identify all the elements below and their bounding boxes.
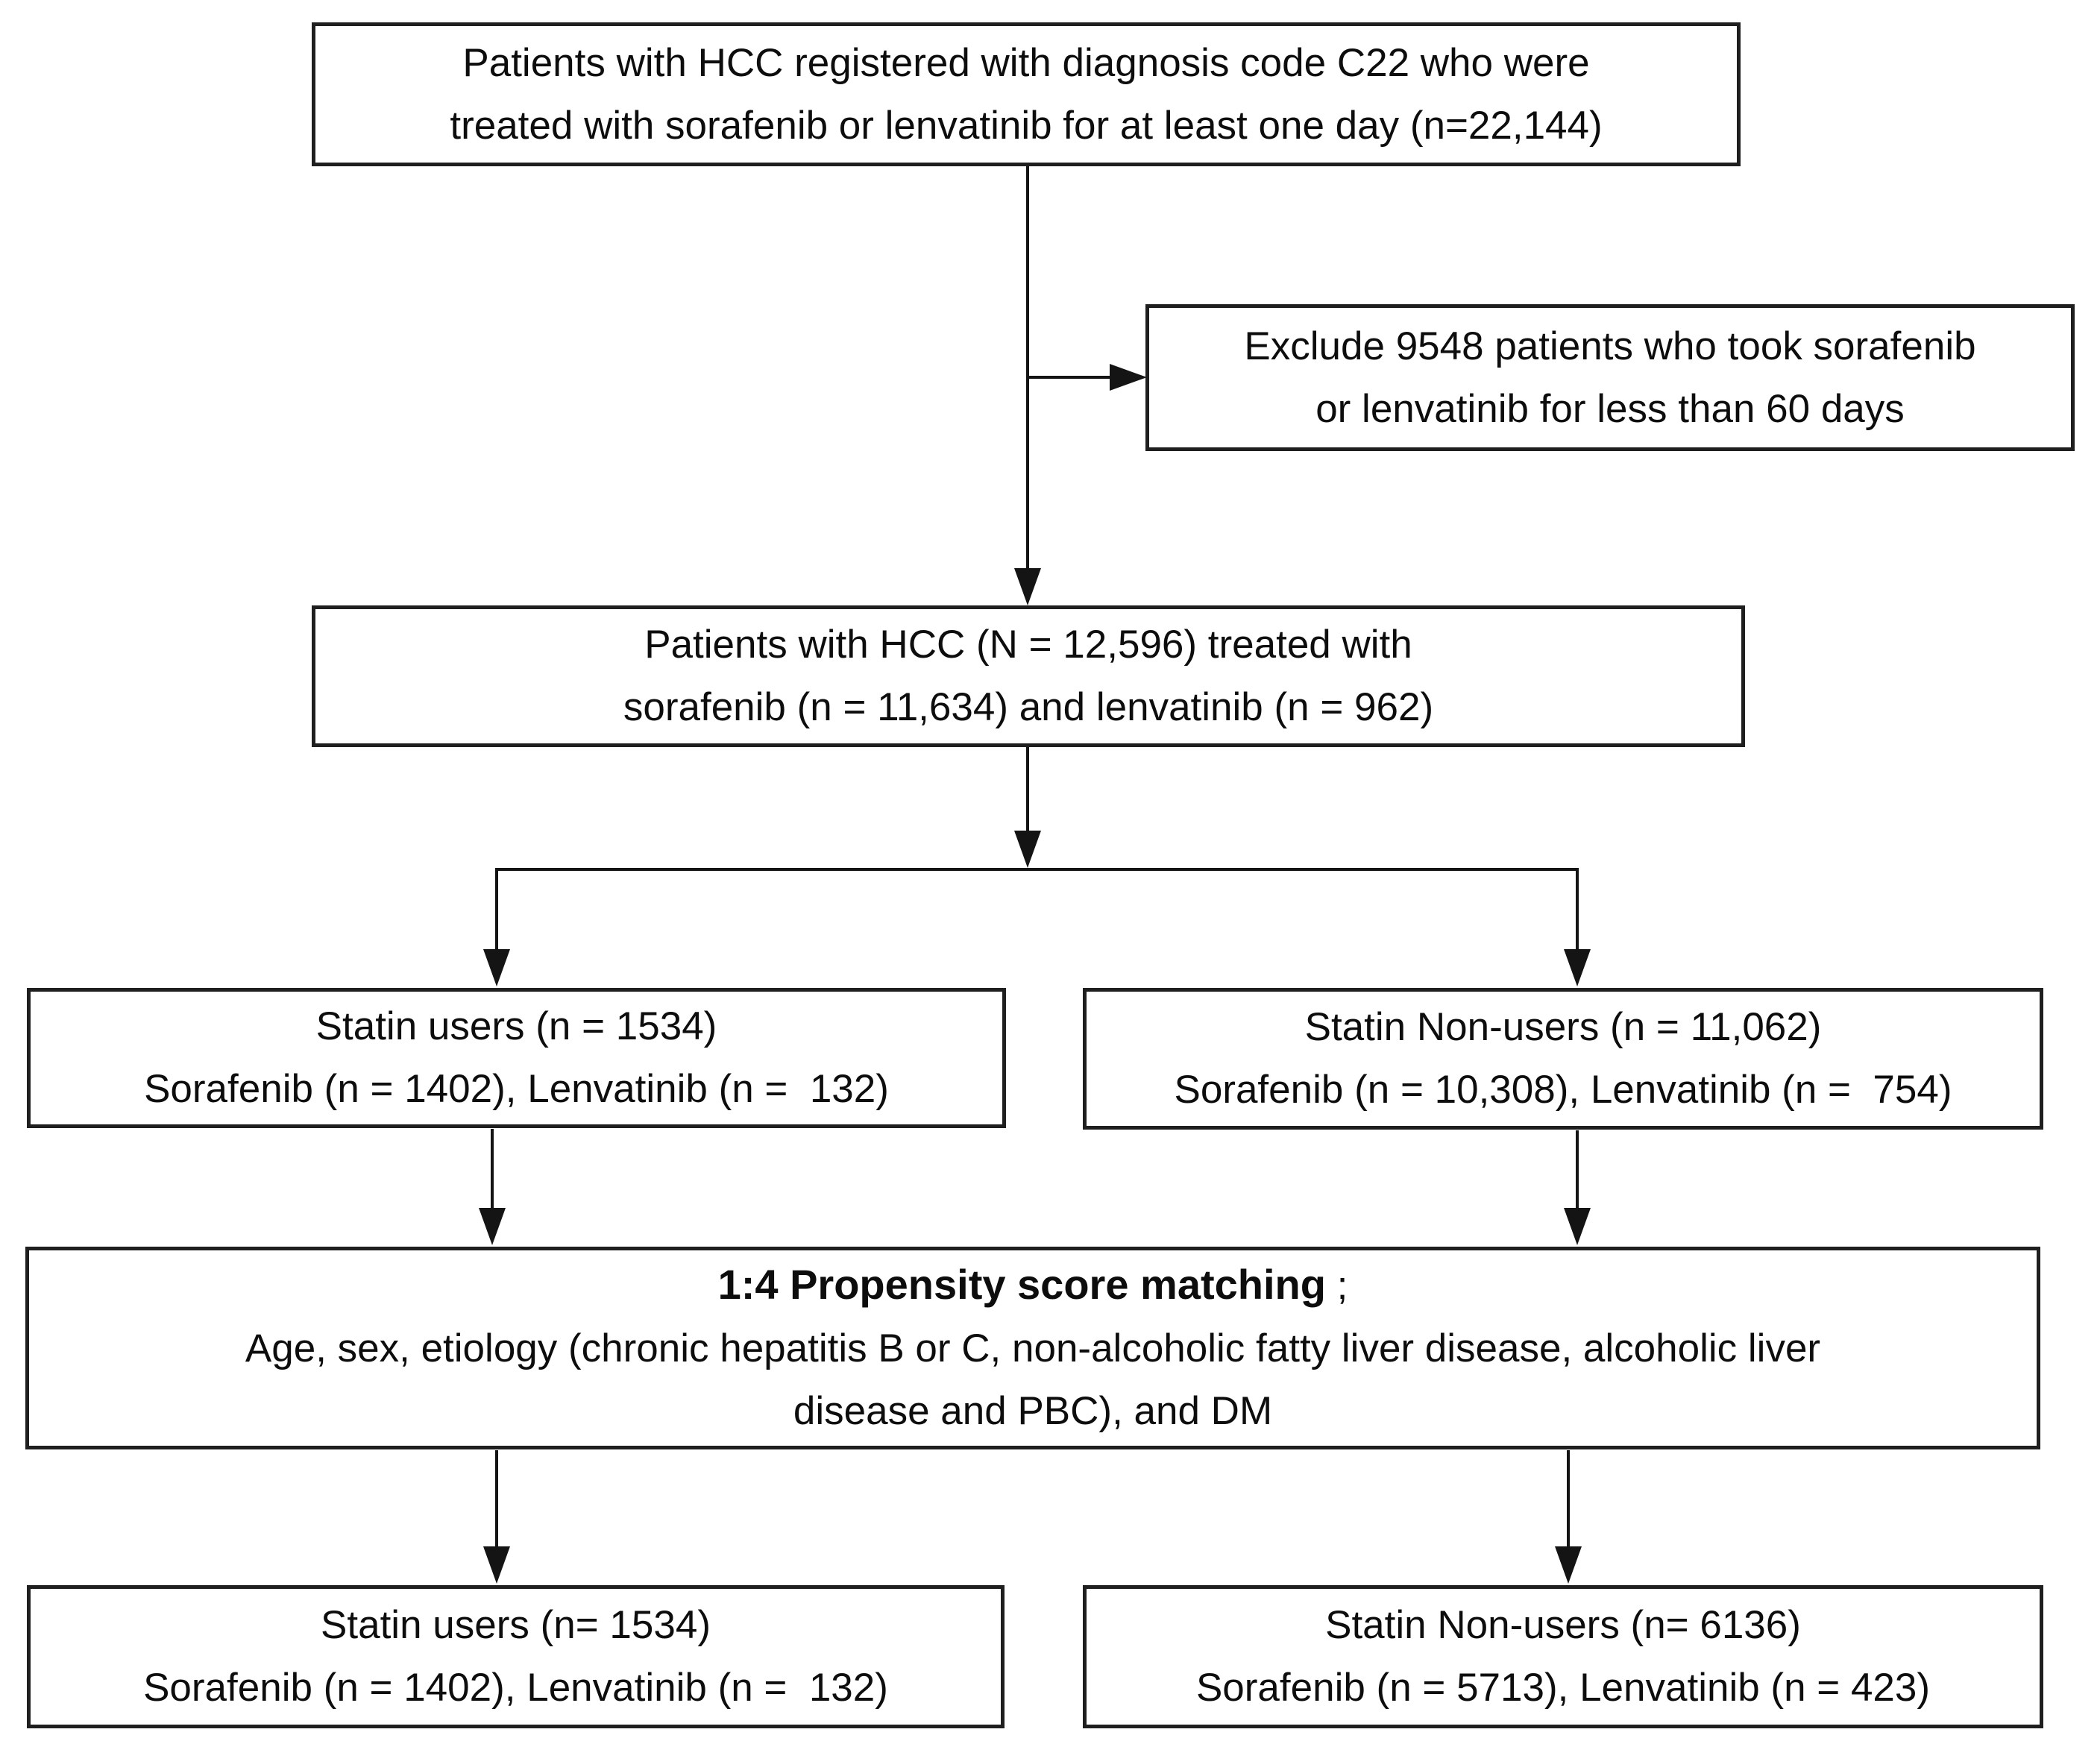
arrow-matching-to-nonusers-matched: [1555, 1450, 1582, 1584]
statin-users-postmatch-line1: Statin users (n= 1534): [321, 1603, 711, 1647]
statin-nonusers-postmatch-line2: Sorafenib (n = 5713), Lenvatinib (n = 42…: [1195, 1666, 1931, 1710]
matching-criteria-line2: disease and PBC), and DM: [793, 1389, 1273, 1433]
treated-line2: sorafenib (n = 11,634) and lenvatinib (n…: [623, 685, 1434, 729]
statin-nonusers-prematch-line1: Statin Non-users (n = 11,062): [1304, 1005, 1822, 1049]
box-exclusion-criteria: Exclude 9548 patients who took sorafenib…: [1145, 304, 2075, 451]
arrow-source-to-treated: [1014, 166, 1041, 605]
matching-title-suffix: ;: [1325, 1264, 1348, 1308]
box-propensity-matching: 1:4 Propensity score matching ; Age, sex…: [25, 1247, 2040, 1449]
statin-users-prematch-line2: Sorafenib (n = 1402), Lenvatinib (n = 13…: [144, 1067, 889, 1111]
box-treated-population: Patients with HCC (N = 12,596) treated w…: [312, 605, 1745, 747]
source-line2: treated with sorafenib or lenvatinib for…: [450, 103, 1603, 148]
statin-users-postmatch-line2: Sorafenib (n = 1402), Lenvatinib (n = 13…: [143, 1666, 888, 1710]
exclude-line1: Exclude 9548 patients who took sorafenib: [1244, 324, 1976, 368]
statin-nonusers-prematch-line2: Sorafenib (n = 10,308), Lenvatinib (n = …: [1174, 1068, 1952, 1112]
arrow-matching-to-users-matched: [483, 1450, 510, 1584]
arrow-users-to-matching: [479, 1129, 506, 1245]
matching-criteria-line1: Age, sex, etiology (chronic hepatitis B …: [245, 1326, 1821, 1370]
arrow-split-to-statin-nonusers: [1564, 868, 1591, 986]
arrow-split-to-statin-users: [483, 868, 510, 986]
statin-nonusers-postmatch-line1: Statin Non-users (n= 6136): [1325, 1603, 1801, 1647]
arrow-treated-to-split: [1014, 746, 1041, 868]
box-statin-users-prematch: Statin users (n = 1534) Sorafenib (n = 1…: [27, 988, 1006, 1128]
matching-title: 1:4 Propensity score matching: [717, 1261, 1326, 1308]
arrow-to-exclude: [1028, 364, 1147, 391]
matching-title-line: 1:4 Propensity score matching ;: [718, 1253, 1348, 1317]
box-statin-nonusers-postmatch: Statin Non-users (n= 6136) Sorafenib (n …: [1083, 1585, 2043, 1728]
box-statin-users-postmatch: Statin users (n= 1534) Sorafenib (n = 14…: [27, 1585, 1005, 1728]
statin-users-prematch-line1: Statin users (n = 1534): [315, 1004, 717, 1048]
exclude-line2: or lenvatinib for less than 60 days: [1315, 386, 1905, 431]
treated-line1: Patients with HCC (N = 12,596) treated w…: [644, 623, 1412, 667]
source-line1: Patients with HCC registered with diagno…: [462, 40, 1590, 85]
box-source-population: Patients with HCC registered with diagno…: [312, 22, 1741, 166]
box-statin-nonusers-prematch: Statin Non-users (n = 11,062) Sorafenib …: [1083, 988, 2043, 1130]
arrow-nonusers-to-matching: [1564, 1130, 1591, 1245]
